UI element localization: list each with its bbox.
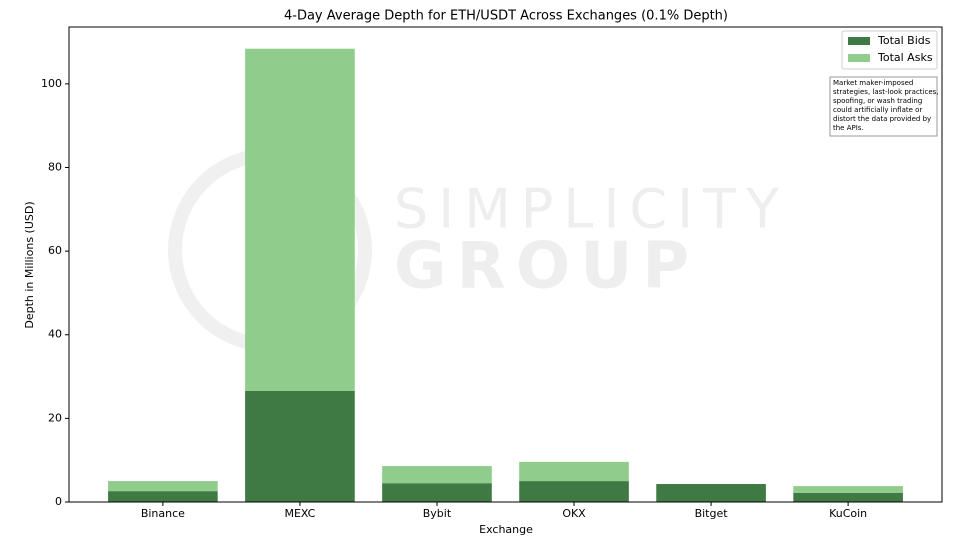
- annotation-line: could artificially inflate or: [833, 106, 922, 114]
- chart-title: 4-Day Average Depth for ETH/USDT Across …: [284, 9, 728, 24]
- watermark: GROUP: [394, 230, 699, 304]
- bar: [245, 390, 355, 502]
- bar: [108, 481, 218, 492]
- legend-swatch: [848, 54, 870, 62]
- y-tick-label: 20: [48, 411, 62, 424]
- y-tick-label: 100: [41, 77, 62, 90]
- legend-label: Total Asks: [877, 51, 933, 64]
- annotation-line: Market maker-imposed: [833, 79, 913, 87]
- bar: [382, 483, 492, 502]
- bar: [245, 48, 355, 391]
- y-tick-label: 40: [48, 328, 62, 341]
- legend-swatch: [848, 37, 870, 45]
- legend-label: Total Bids: [877, 34, 931, 47]
- bar: [382, 466, 492, 484]
- x-axis-label: Exchange: [479, 523, 533, 536]
- annotation-line: the APIs.: [833, 124, 864, 132]
- x-tick-label: MEXC: [284, 507, 315, 520]
- annotation-line: distort the data provided by: [833, 115, 931, 123]
- annotation-line: strategies, last-look practices,: [833, 88, 939, 96]
- bar: [656, 484, 766, 502]
- x-tick-label: KuCoin: [829, 507, 867, 520]
- y-axis-label: Depth in Millions (USD): [23, 201, 36, 328]
- annotation-line: spoofing, or wash trading: [833, 97, 922, 105]
- x-tick-label: Bybit: [423, 507, 452, 520]
- bar: [519, 481, 629, 502]
- y-tick-label: 80: [48, 160, 62, 173]
- bar: [519, 461, 629, 482]
- bar: [108, 491, 218, 502]
- y-tick-label: 0: [55, 495, 62, 508]
- x-tick-label: Bitget: [695, 507, 729, 520]
- plot-frame: [68, 26, 943, 503]
- watermark: SIMPLICITY: [394, 178, 789, 241]
- annotation-box: [829, 76, 938, 137]
- x-tick-label: OKX: [562, 507, 586, 520]
- bar: [793, 492, 903, 502]
- x-tick-label: Binance: [141, 507, 185, 520]
- bar: [793, 486, 903, 493]
- y-tick-label: 60: [48, 244, 62, 257]
